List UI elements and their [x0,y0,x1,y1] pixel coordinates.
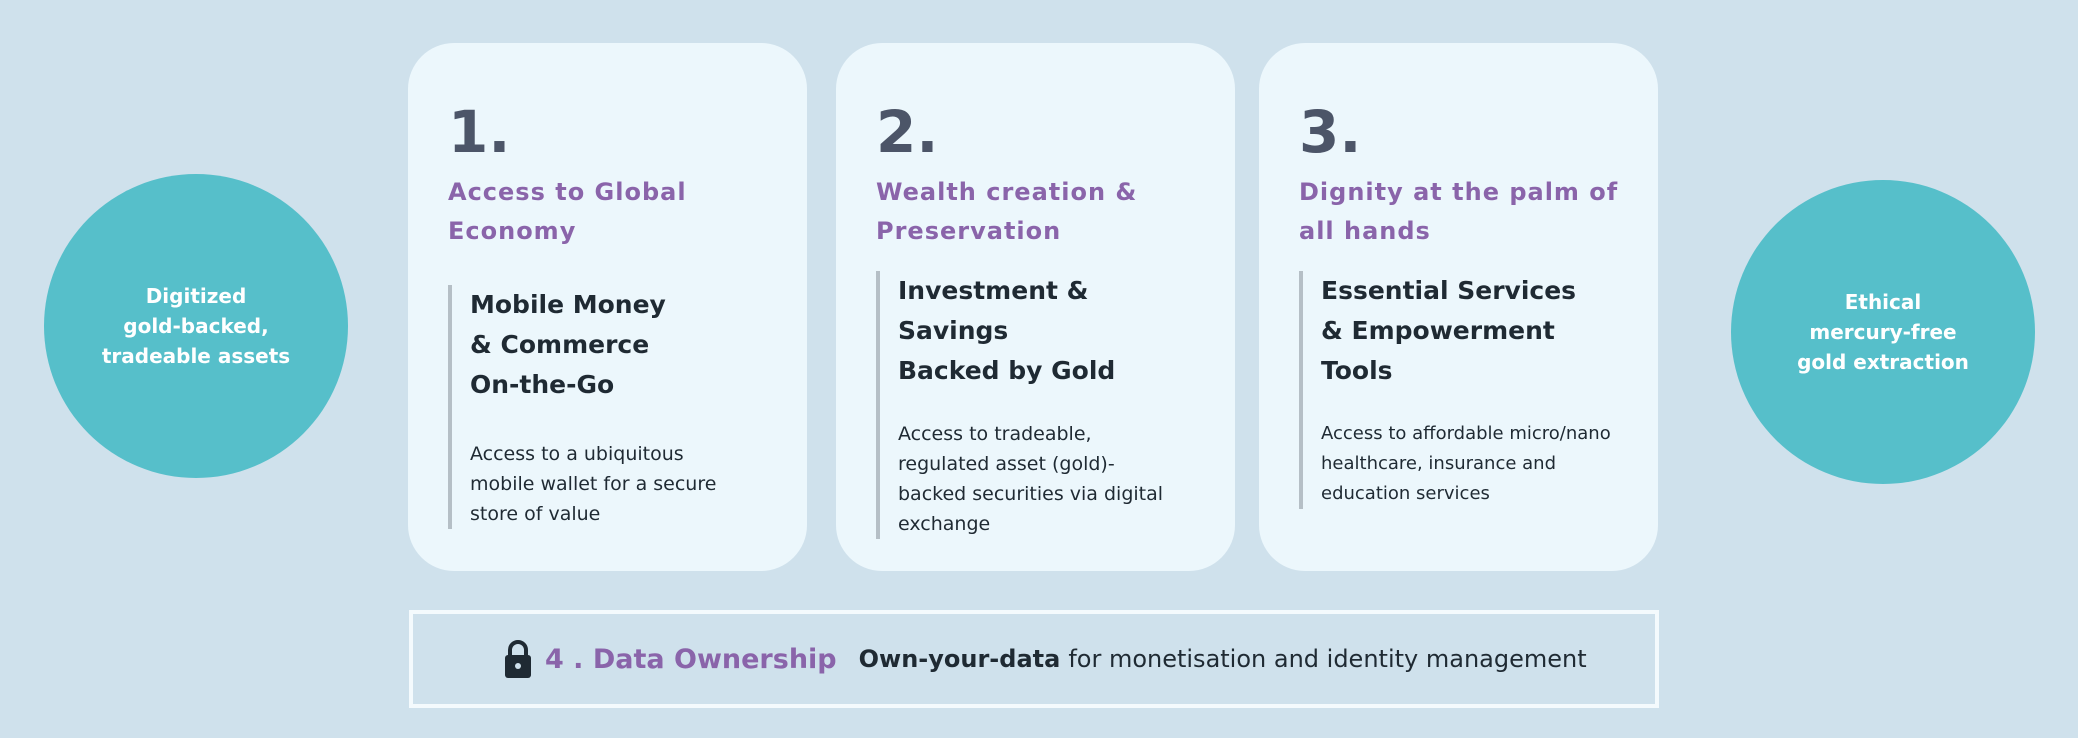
card-heading-line: all hands [1299,217,1431,245]
left-circle-line: tradeable assets [101,344,291,368]
lock-icon [505,640,531,678]
card-body-line: education services [1321,483,1490,504]
card-detail: Mobile Money & Commerce On-the-Go Access… [448,285,777,529]
card-body-line: exchange [898,513,991,535]
card-heading-line: Dignity at the palm of [1299,178,1619,206]
data-ownership-banner: 4 . Data Ownership Own-your-data for mon… [409,610,1659,708]
card-subheading-line: Mobile Money [470,290,666,319]
card-body: Access to affordable micro/nano healthca… [1321,419,1628,509]
card-subheading: Investment & Savings Backed by Gold [898,271,1205,391]
card-body-line: regulated asset (gold)- [898,453,1115,475]
card-subheading-line: Essential Services [1321,276,1577,305]
left-circle-line: Digitized [145,284,247,308]
left-circle: Digitized gold-backed, tradeable assets [44,174,348,478]
card-heading-line: Economy [448,217,577,245]
card-3: 3. Dignity at the palm of all hands Esse… [1259,43,1658,571]
card-body-line: Access to affordable micro/nano [1321,423,1611,444]
card-number: 1. [448,98,511,166]
data-ownership-text: for monetisation and identity management [1068,645,1587,673]
data-ownership-title: 4 . Data Ownership [545,643,837,675]
right-circle: Ethical mercury-free gold extraction [1731,180,2035,484]
card-heading: Access to Global Economy [448,173,777,251]
card-detail: Essential Services & Empowerment Tools A… [1299,271,1628,509]
card-subheading-line: & Empowerment Tools [1321,316,1555,385]
card-detail: Investment & Savings Backed by Gold Acce… [876,271,1205,539]
card-heading: Wealth creation & Preservation [876,173,1205,251]
card-subheading-line: & Commerce [470,330,650,359]
card-number: 2. [876,98,939,166]
card-heading-line: Access to Global [448,178,687,206]
card-body: Access to tradeable, regulated asset (go… [898,419,1205,539]
data-ownership-bold: Own-your-data [858,645,1061,673]
card-heading-line: Preservation [876,217,1062,245]
card-subheading-line: Investment & Savings [898,276,1089,345]
left-circle-line: gold-backed, [123,314,269,338]
card-number: 3. [1299,98,1362,166]
card-body-line: healthcare, insurance and [1321,453,1557,474]
card-body-line: Access to tradeable, [898,423,1092,445]
right-circle-line: mercury-free [1809,320,1957,344]
card-subheading-line: On-the-Go [470,370,615,399]
card-1: 1. Access to Global Economy Mobile Money… [408,43,807,571]
card-subheading: Essential Services & Empowerment Tools [1321,271,1628,391]
card-heading-line: Wealth creation & [876,178,1138,206]
right-circle-line: gold extraction [1797,350,1969,374]
card-heading: Dignity at the palm of all hands [1299,173,1628,251]
card-body: Access to a ubiquitous mobile wallet for… [470,439,777,529]
card-body-line: backed securities via digital [898,483,1164,505]
right-circle-line: Ethical [1844,290,1922,314]
card-body-line: store of value [470,503,601,525]
card-body-line: mobile wallet for a secure [470,473,717,495]
card-2: 2. Wealth creation & Preservation Invest… [836,43,1235,571]
card-subheading: Mobile Money & Commerce On-the-Go [470,285,777,405]
card-subheading-line: Backed by Gold [898,356,1116,385]
card-body-line: Access to a ubiquitous [470,443,684,465]
